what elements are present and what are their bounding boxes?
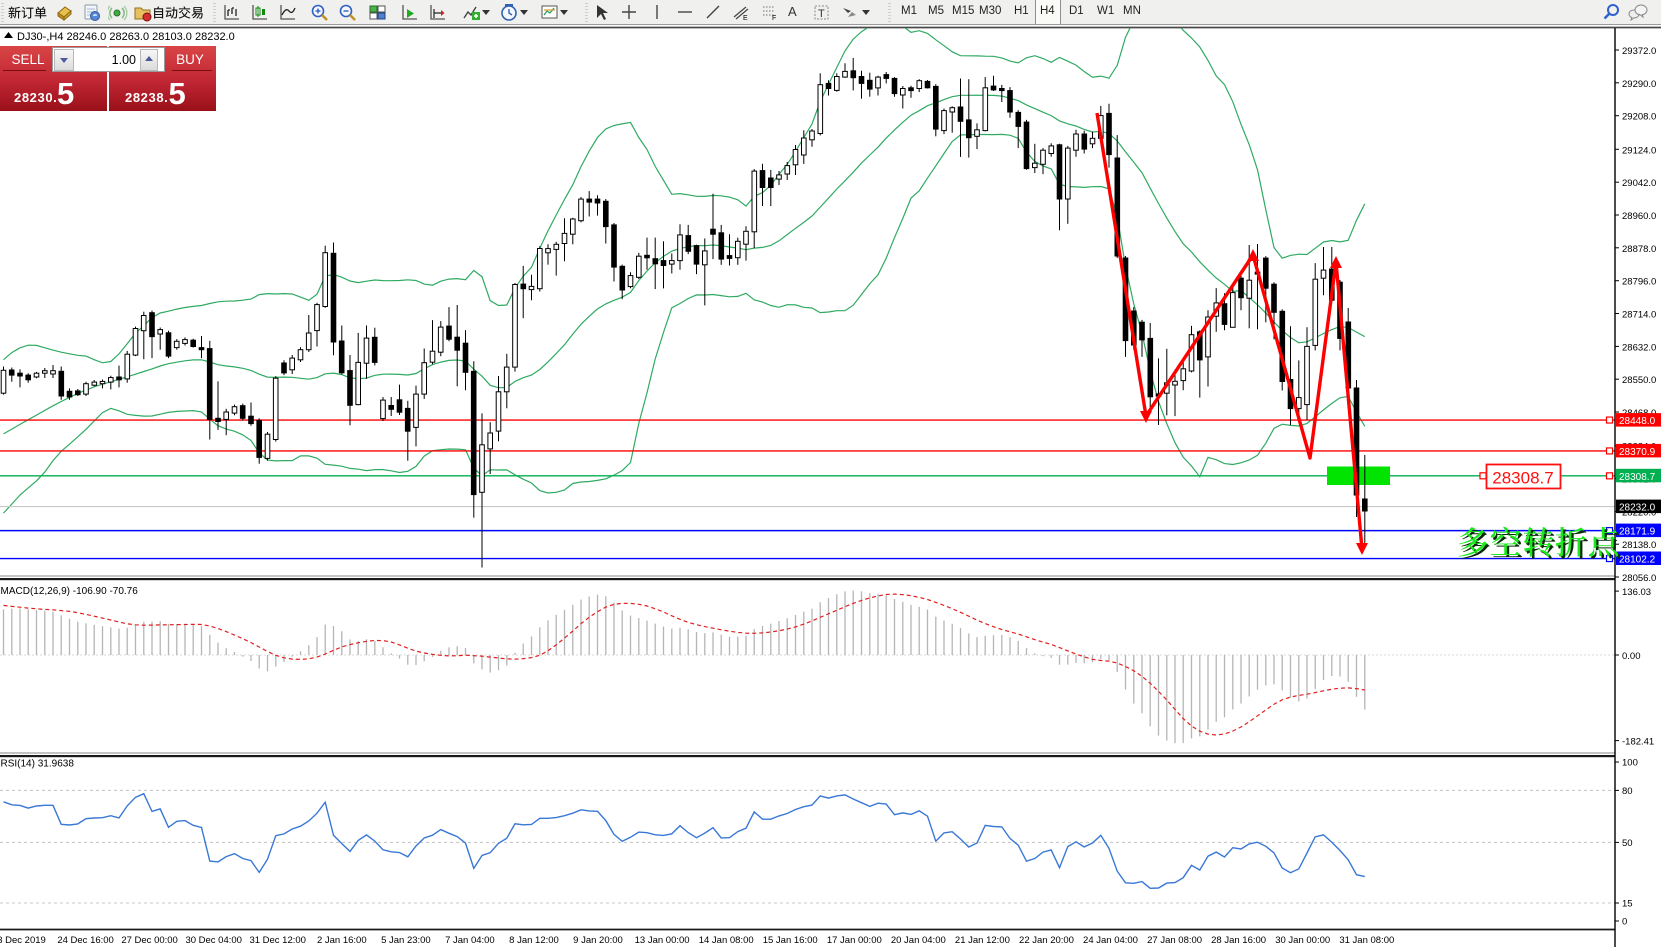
- svg-text:29042.0: 29042.0: [1622, 178, 1656, 189]
- svg-text:28370.9: 28370.9: [1619, 447, 1656, 458]
- svg-text:28796.0: 28796.0: [1622, 277, 1656, 288]
- svg-text:100: 100: [1622, 758, 1638, 769]
- svg-text:30 Jan 00:00: 30 Jan 00:00: [1275, 935, 1330, 946]
- svg-text:-182.41: -182.41: [1622, 737, 1654, 748]
- svg-text:29208.0: 29208.0: [1622, 112, 1656, 123]
- svg-text:13 Jan 00:00: 13 Jan 00:00: [635, 935, 690, 946]
- svg-text:28448.0: 28448.0: [1619, 416, 1656, 427]
- svg-text:2 Jan 16:00: 2 Jan 16:00: [317, 935, 367, 946]
- svg-text:28102.2: 28102.2: [1619, 555, 1656, 566]
- svg-text:0.00: 0.00: [1622, 651, 1641, 662]
- svg-text:29290.0: 29290.0: [1622, 79, 1656, 90]
- svg-text:E: E: [743, 15, 748, 22]
- svg-text:24 Dec 16:00: 24 Dec 16:00: [57, 935, 114, 946]
- svg-text:27 Dec 00:00: 27 Dec 00:00: [121, 935, 178, 946]
- svg-text:27 Jan 08:00: 27 Jan 08:00: [1147, 935, 1202, 946]
- svg-text:28138.0: 28138.0: [1622, 540, 1656, 551]
- svg-text:14 Jan 08:00: 14 Jan 08:00: [699, 935, 754, 946]
- svg-text:30 Dec 04:00: 30 Dec 04:00: [185, 935, 242, 946]
- svg-text:9 Jan 20:00: 9 Jan 20:00: [573, 935, 623, 946]
- svg-text:0: 0: [1622, 917, 1627, 928]
- svg-text:20 Jan 04:00: 20 Jan 04:00: [891, 935, 946, 946]
- svg-text:28714.0: 28714.0: [1622, 310, 1656, 321]
- svg-text:28632.0: 28632.0: [1622, 342, 1656, 353]
- svg-text:15 Jan 16:00: 15 Jan 16:00: [763, 935, 818, 946]
- svg-text:80: 80: [1622, 786, 1633, 797]
- svg-text:28 Jan 16:00: 28 Jan 16:00: [1211, 935, 1266, 946]
- svg-text:DJ30-,H4 28246.0 28263.0 2810: DJ30-,H4 28246.0 28263.0 28103.0 28232.0: [17, 31, 235, 43]
- svg-text:21 Jan 12:00: 21 Jan 12:00: [955, 935, 1010, 946]
- svg-text:24 Jan 04:00: 24 Jan 04:00: [1083, 935, 1138, 946]
- svg-text:50: 50: [1622, 838, 1633, 849]
- svg-text:29372.0: 29372.0: [1622, 46, 1656, 57]
- svg-text:22 Jan 20:00: 22 Jan 20:00: [1019, 935, 1074, 946]
- svg-text:MACD(12,26,9) -106.90 -70.76: MACD(12,26,9) -106.90 -70.76: [1, 586, 139, 597]
- svg-text:28056.0: 28056.0: [1622, 573, 1656, 584]
- svg-text:RSI(14) 31.9638: RSI(14) 31.9638: [1, 759, 75, 770]
- svg-text:8 Jan 12:00: 8 Jan 12:00: [509, 935, 559, 946]
- svg-text:5 Jan 23:00: 5 Jan 23:00: [381, 935, 431, 946]
- svg-text:15: 15: [1622, 899, 1633, 910]
- svg-text:28232.0: 28232.0: [1619, 503, 1656, 514]
- svg-text:28171.9: 28171.9: [1619, 527, 1656, 538]
- svg-text:28308.7: 28308.7: [1619, 472, 1656, 483]
- svg-text:3 Dec 2019: 3 Dec 2019: [0, 935, 46, 946]
- svg-text:7 Jan 04:00: 7 Jan 04:00: [445, 935, 495, 946]
- svg-text:31 Jan 08:00: 31 Jan 08:00: [1339, 935, 1394, 946]
- svg-text:17 Jan 00:00: 17 Jan 00:00: [827, 935, 882, 946]
- svg-text:31 Dec 12:00: 31 Dec 12:00: [249, 935, 306, 946]
- svg-text:28550.0: 28550.0: [1622, 375, 1656, 386]
- svg-text:28308.7: 28308.7: [1492, 469, 1553, 488]
- svg-text:29124.0: 29124.0: [1622, 145, 1656, 156]
- svg-text:F: F: [772, 15, 776, 22]
- svg-text:28878.0: 28878.0: [1622, 244, 1656, 255]
- svg-text:28960.0: 28960.0: [1622, 211, 1656, 222]
- svg-text:T: T: [818, 8, 825, 20]
- svg-text:136.03: 136.03: [1622, 587, 1651, 598]
